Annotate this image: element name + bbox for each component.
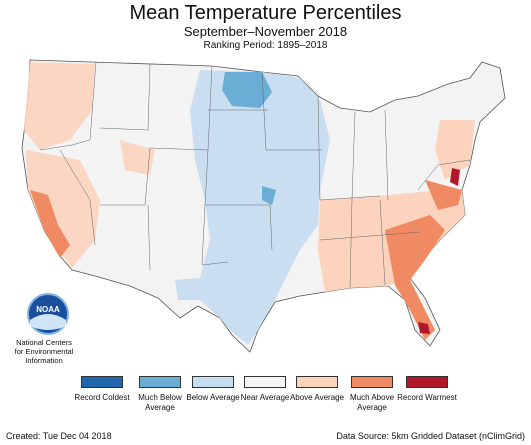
us-temperature-map [21,59,506,353]
noaa-logo: NOAA [18,292,78,341]
legend-swatch-much-below [139,376,181,388]
above-average-west [24,62,155,268]
much-below-dakota [222,72,276,205]
ranking-period: Ranking Period: 1895–2018 [203,40,328,51]
legend-label-above: Above Average [289,393,345,402]
record-warmest-spots [418,168,460,334]
much-above-california [30,190,70,258]
noaa-logo-text: NOAA [36,305,60,314]
legend-swatch-record-coldest [81,376,123,388]
map-title: Mean Temperature Percentiles [129,2,402,24]
legend-label-record-coldest: Record Coldest [74,393,130,402]
below-average-plains [175,70,330,345]
map-subtitle: September–November 2018 [183,24,348,39]
legend-swatch-record-warmest [406,376,448,388]
created-date: Created: Tue Dec 04 2018 [6,431,112,441]
data-source: Data Source: 5km Gridded Dataset (nClimG… [336,431,525,441]
legend-swatch-below [192,376,234,388]
state-borders [39,61,471,289]
legend-swatch-near [244,376,286,388]
agency-line-1: National Centers [16,338,72,347]
agency-line-2: for Environmental [14,347,74,356]
legend-label-below: Below Average [186,393,240,402]
agency-line-3: Information [25,356,63,365]
legend-label-record-warmest: Record Warmest [397,393,457,402]
much-above-southeast [385,180,462,340]
noaa-logo-icon: NOAA [27,293,69,335]
agency-name: National Centers for Environmental Infor… [4,338,84,365]
legend-label-near: Near Average [240,393,290,402]
legend-swatch-much-above [351,376,393,388]
legend-swatch-above [296,376,338,388]
legend-label-much-above: Much Above Average [349,393,395,412]
legend-label-much-below: Much Below Average [138,393,182,412]
